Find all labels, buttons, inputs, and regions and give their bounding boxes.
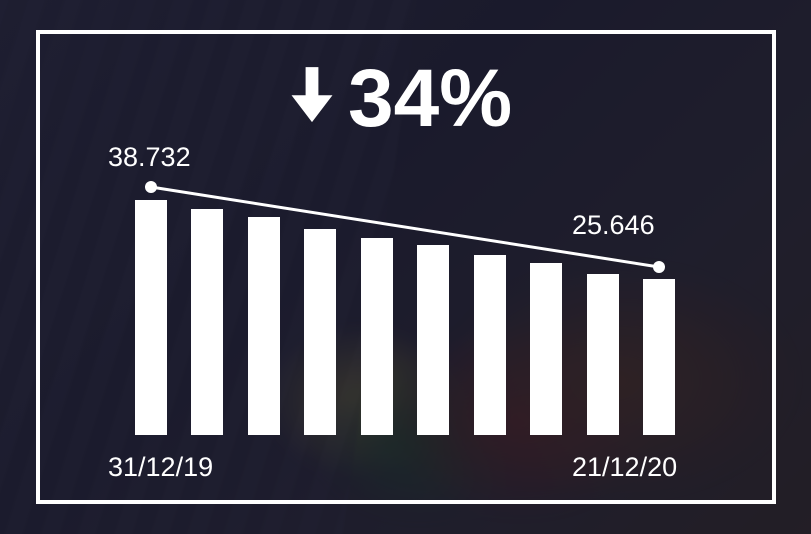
bar-line-chart	[135, 175, 675, 435]
trend-line-segment	[151, 187, 659, 267]
trend-marker-end	[653, 261, 665, 273]
start-value-label: 38.732	[108, 142, 191, 173]
headline: 34%	[280, 52, 512, 146]
trend-marker-start	[145, 181, 157, 193]
headline-percentage: 34%	[348, 52, 512, 146]
arrow-down-icon	[280, 52, 344, 146]
start-date-label: 31/12/19	[108, 452, 213, 483]
trend-line	[135, 175, 675, 435]
end-date-label: 21/12/20	[572, 452, 677, 483]
